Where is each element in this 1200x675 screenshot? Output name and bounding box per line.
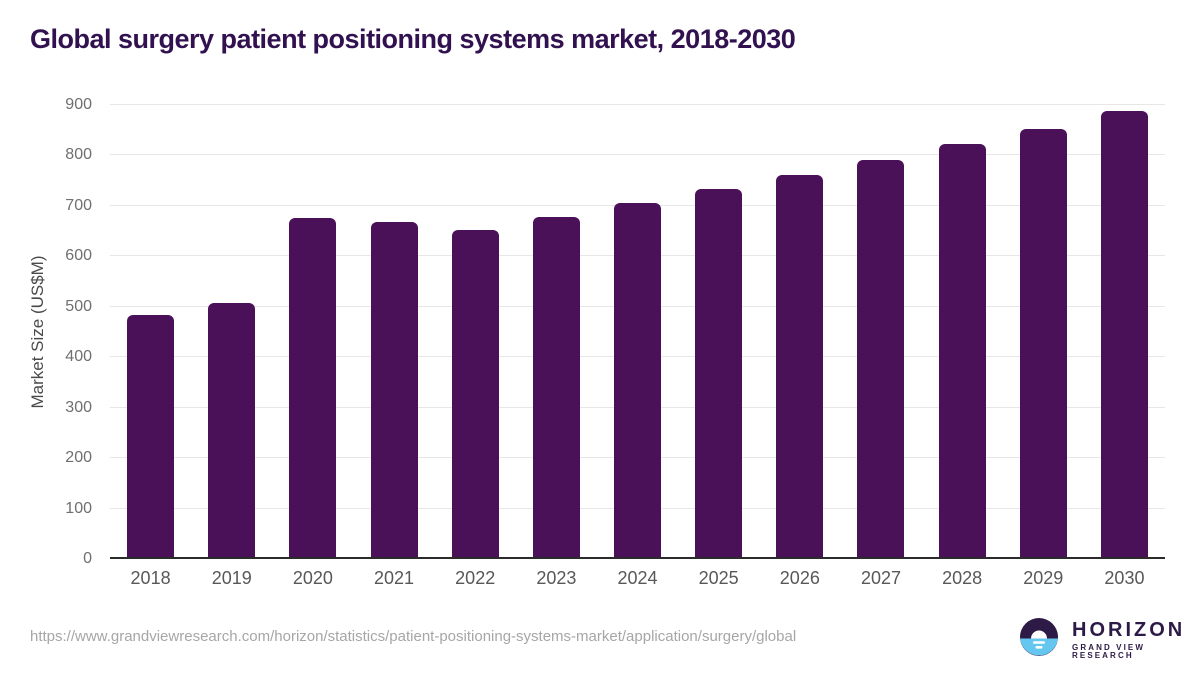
x-tick-label: 2022 — [455, 568, 496, 588]
source-url: https://www.grandviewresearch.com/horizo… — [30, 628, 797, 645]
x-axis-line — [110, 557, 1165, 559]
y-tick-label: 0 — [83, 550, 92, 567]
bar-2029[interactable] — [1019, 128, 1067, 559]
y-tick-label: 100 — [65, 499, 92, 517]
y-tick-label: 700 — [65, 196, 92, 214]
y-tick-label: 200 — [65, 449, 92, 467]
bar-2028[interactable] — [938, 143, 986, 559]
x-tick-label: 2018 — [130, 568, 171, 588]
x-tick-label: 2027 — [860, 568, 901, 588]
bar-2025[interactable] — [695, 188, 743, 559]
bar-slot — [922, 105, 1003, 559]
x-axis-tick-labels: 2018 2019 2020 2021 2022 2023 2024 2025 2026 2027… — [110, 568, 1165, 589]
x-tick-label: 2020 — [292, 568, 333, 588]
bar-slot — [353, 105, 434, 559]
y-tick-label: 300 — [65, 398, 92, 416]
bar-2022[interactable] — [451, 229, 499, 559]
chart-title: Global surgery patient positioning syste… — [30, 24, 796, 54]
x-tick-label: 2024 — [617, 568, 658, 588]
x-tick-label: 2028 — [942, 568, 983, 588]
bar-slot — [678, 105, 759, 559]
bar-2021[interactable] — [370, 222, 418, 559]
bar-slot — [840, 105, 921, 559]
horizon-logo-text: HORIZON GRAND VIEW RESEARCH — [1072, 620, 1200, 660]
bar-slot — [759, 105, 840, 559]
logo-name: HORIZON — [1072, 618, 1186, 641]
gridline — [110, 104, 1165, 105]
y-tick-label: 500 — [65, 297, 92, 315]
bar-series — [110, 105, 1165, 559]
x-tick-label: 2023 — [536, 568, 577, 588]
bar-2026[interactable] — [776, 175, 824, 559]
bar-2030[interactable] — [1100, 111, 1148, 559]
y-tick-label: 900 — [65, 96, 92, 113]
x-tick-label: 2029 — [1023, 568, 1064, 588]
y-tick-label: 600 — [65, 247, 92, 265]
plot-area — [110, 104, 1165, 559]
x-tick-label: 2025 — [698, 568, 739, 588]
y-axis-title: Market Size (US$M) — [28, 255, 47, 409]
bar-slot — [110, 105, 191, 559]
bar-slot — [1003, 105, 1084, 559]
bar-2024[interactable] — [614, 203, 662, 559]
bar-2023[interactable] — [532, 217, 580, 559]
bar-2020[interactable] — [289, 218, 337, 559]
x-tick-label: 2019 — [211, 568, 252, 588]
x-tick-label: 2026 — [779, 568, 820, 588]
x-tick-label: 2021 — [374, 568, 415, 588]
bar-slot — [435, 105, 516, 559]
bar-slot — [191, 105, 272, 559]
x-tick-label: 2030 — [1104, 568, 1145, 588]
bar-2018[interactable] — [127, 315, 175, 559]
logo-subtitle: GRAND VIEW RESEARCH — [1072, 642, 1145, 660]
horizon-logo-icon — [1019, 617, 1059, 662]
gridline — [110, 154, 1165, 156]
bar-slot — [272, 105, 353, 559]
y-axis-tick-labels: 0 100 200 300 400 500 600 700 800 900 — [50, 97, 100, 567]
bar-slot — [1084, 105, 1165, 559]
bar-slot — [597, 105, 678, 559]
bar-2019[interactable] — [208, 303, 256, 559]
bar-slot — [516, 105, 597, 559]
y-tick-label: 400 — [65, 348, 92, 366]
y-tick-label: 800 — [65, 146, 92, 164]
horizon-logo: HORIZON GRAND VIEW RESEARCH — [1019, 617, 1200, 662]
bar-2027[interactable] — [857, 160, 905, 559]
